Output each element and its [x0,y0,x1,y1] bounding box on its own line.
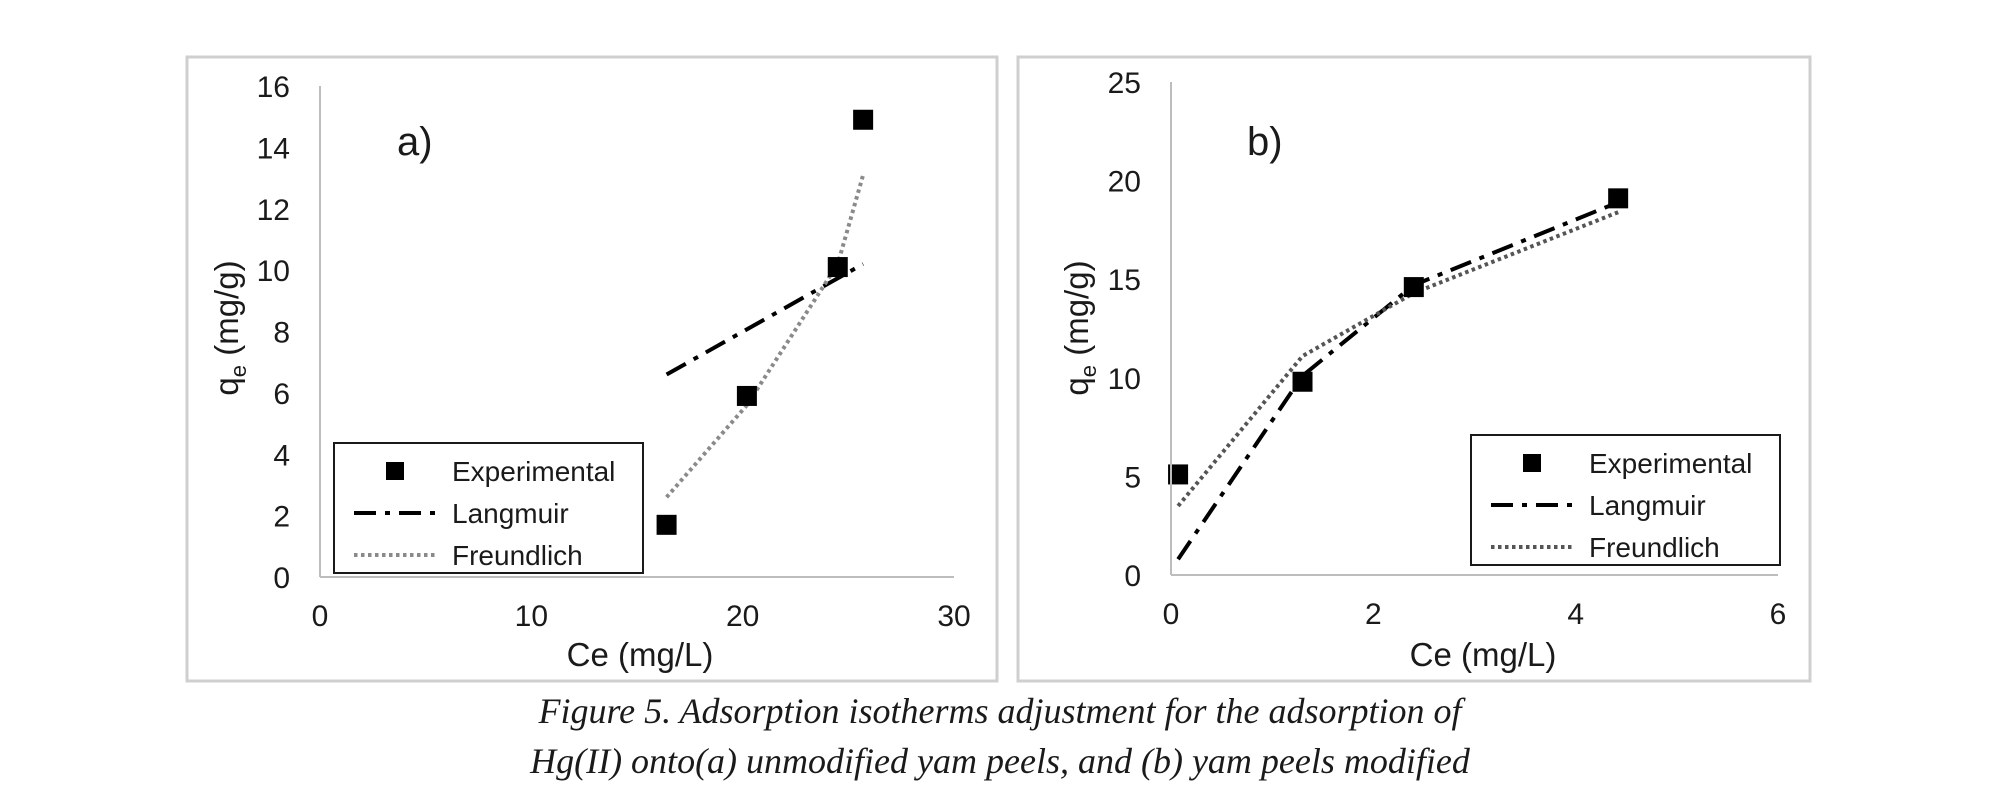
chart-b-legend-box [1470,434,1781,566]
chart-a-x-tick-label: 20 [726,600,759,633]
chart-a-x-axis-title: Ce (mg/L) [567,636,714,673]
chart-b-x-tick-label: 0 [1163,598,1180,631]
chart-b-x-tick-label: 6 [1770,598,1787,631]
chart-a-y-tick-label: 6 [273,378,290,411]
chart-a-ylabel-q: q [208,377,245,395]
figure-caption-line-1: Figure 5. Adsorption isotherms adjustmen… [538,691,1462,731]
chart-b-ylabel-sub: e [1076,365,1101,377]
chart-b-y-tick-label: 0 [1124,560,1141,593]
chart-a-data-point [853,109,874,130]
chart-a-legend-langmuir-label: Langmuir [452,498,569,529]
chart-b-legend-experimental-label: Experimental [1589,448,1752,479]
chart-b-x-tick-label: 2 [1365,598,1382,631]
chart-a-y-tick-label: 10 [257,255,290,288]
chart-b-data-point [1292,371,1313,392]
chart-a-data-point [736,385,757,406]
chart-panel-b: b) 0 5 10 15 20 25 0 2 4 6 qe (mg/g) Ce (mg/L) E… [1016,55,1812,683]
chart-a-axis-title-y: qe (mg/g) [208,260,251,395]
chart-a-legend: Experimental Langmuir Freundlich [333,442,644,574]
chart-a-y-tick-label: 2 [273,501,290,534]
chart-a-legend-freundlich-label: Freundlich [452,540,583,571]
chart-b-x-tick-label: 4 [1567,598,1584,631]
chart-a-data-point [827,257,848,278]
chart-b-panel-label: b) [1247,120,1283,164]
chart-b-y-tick-label: 25 [1108,67,1141,100]
chart-b-ylabel-unit: (mg/g) [1058,260,1095,365]
chart-b-legend: Experimental Langmuir Freundlich [1470,434,1781,566]
chart-b-frame [1016,55,1812,683]
chart-a-data-point [656,514,677,535]
chart-b-y-tick-label: 20 [1108,166,1141,199]
chart-a-y-ticks: 0 2 4 6 8 10 12 14 16 [257,71,290,595]
chart-b-x-axis-title: Ce (mg/L) [1410,636,1557,673]
chart-panel-a: a) 0 2 4 6 8 10 12 14 16 0 10 20 30 qe (mg/g) Ce (m… [185,55,999,683]
chart-a-x-tick-label: 30 [937,600,970,633]
chart-a-frame [185,55,999,683]
chart-b-axis-title-y: qe (mg/g) [1058,260,1101,395]
chart-b-legend-freundlich-label: Freundlich [1589,532,1720,563]
chart-a-panel-label: a) [397,120,433,164]
chart-a-series-langmuir-line [665,262,865,377]
chart-a-y-tick-label: 0 [273,562,290,595]
chart-b-y-tick-label: 15 [1108,264,1141,297]
svg-text:qe (mg/g): qe (mg/g) [1058,260,1101,395]
chart-a-y-tick-label: 4 [273,439,290,472]
chart-a-y-tick-label: 8 [273,317,290,350]
chart-b-series-langmuir-line [1176,200,1619,561]
chart-a-legend-experimental-marker [386,462,404,480]
chart-b-y-ticks: 0 5 10 15 20 25 [1108,67,1141,593]
chart-b-y-tick-label: 10 [1108,363,1141,396]
chart-a-y-tick-label: 16 [257,71,290,104]
chart-a-y-tick-label: 14 [257,132,290,165]
chart-b-ylabel-q: q [1058,377,1095,395]
chart-a-legend-experimental-label: Experimental [452,456,615,487]
chart-a-x-tick-label: 10 [515,600,548,633]
chart-b-data-point [1608,188,1629,209]
chart-a-ylabel-sub: e [226,365,251,377]
chart-a-series-freundlich-line [665,174,866,499]
chart-a-plot-layer [656,109,874,535]
chart-b-data-point [1168,464,1189,485]
chart-a-legend-box [333,442,644,574]
svg-text:qe (mg/g): qe (mg/g) [208,260,251,395]
chart-a-ylabel-unit: (mg/g) [208,260,245,365]
chart-b-legend-langmuir-label: Langmuir [1589,490,1706,521]
chart-b-plot-layer [1168,188,1629,561]
chart-a-x-tick-label: 0 [312,600,329,633]
chart-a-y-tick-label: 12 [257,194,290,227]
chart-b-data-point [1403,277,1424,298]
figure-caption-line-2: Hg(II) onto(a) unmodified yam peels, and… [530,741,1470,781]
chart-b-legend-experimental-marker [1523,454,1541,472]
chart-a-x-ticks: 0 10 20 30 [312,600,971,633]
chart-b-y-tick-label: 5 [1124,461,1141,494]
chart-b-x-ticks: 0 2 4 6 [1163,598,1787,631]
